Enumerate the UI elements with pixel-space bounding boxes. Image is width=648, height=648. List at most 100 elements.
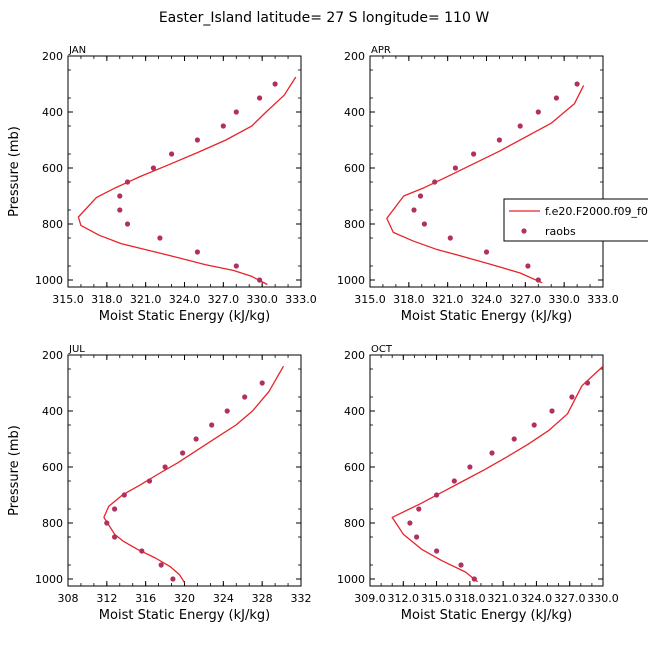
raobs-point xyxy=(146,478,153,484)
raobs-point xyxy=(421,221,427,227)
raobs-point xyxy=(259,380,265,386)
raobs-point xyxy=(517,123,523,129)
x-axis-label: Moist Static Energy (kJ/kg) xyxy=(401,608,572,623)
raobs-point xyxy=(483,249,490,255)
legend: f.e20.F2000.f09_f09.cam6_sl_2raobs xyxy=(503,198,648,242)
raobs-point xyxy=(194,249,200,255)
raobs-point xyxy=(117,207,123,213)
x-tick-label: 320 xyxy=(174,592,195,605)
x-tick-label: 324.0 xyxy=(471,293,503,306)
raobs-point xyxy=(451,478,457,484)
x-tick-label: 332 xyxy=(291,592,312,605)
legend-model-label: f.e20.F2000.f09_f09.cam6_sl_2 xyxy=(545,205,648,218)
raobs-point xyxy=(162,464,168,470)
legend-obs-label: raobs xyxy=(545,225,576,238)
panel-jul: JUL 308 312 316 320 324 328 332 200 400 600 800 1000… xyxy=(7,344,312,623)
raobs-point xyxy=(416,506,422,512)
raobs-point xyxy=(117,193,123,199)
x-tick-label: 330.0 xyxy=(548,293,580,306)
raobs-point xyxy=(209,422,215,428)
y-tick-label: 600 xyxy=(344,461,365,474)
x-tick-label: 321.0 xyxy=(130,293,162,306)
y-tick-label: 400 xyxy=(344,106,365,119)
raobs-point xyxy=(194,137,200,143)
y-tick-label: 600 xyxy=(42,461,63,474)
x-tick-label: 321.0 xyxy=(487,592,519,605)
raobs-point xyxy=(233,263,239,269)
raobs-point xyxy=(434,548,440,554)
y-tick-label: 600 xyxy=(344,162,365,175)
raobs-point xyxy=(233,109,239,115)
y-tick-label: 200 xyxy=(344,50,365,63)
y-axis-label: Pressure (mb) xyxy=(7,126,22,217)
y-axis-label: Pressure (mb) xyxy=(7,425,22,516)
raobs-point xyxy=(549,408,555,414)
y-tick-label: 400 xyxy=(344,405,365,418)
x-axis-label: Moist Static Energy (kJ/kg) xyxy=(99,309,270,324)
x-tick-label: 315.0 xyxy=(354,293,386,306)
raobs-point xyxy=(496,137,502,143)
x-axis-label: Moist Static Energy (kJ/kg) xyxy=(401,309,572,324)
raobs-point xyxy=(434,492,440,498)
raobs-point xyxy=(432,179,438,185)
raobs-point xyxy=(193,436,199,442)
y-tick-label: 200 xyxy=(42,50,63,63)
raobs-point xyxy=(112,506,118,512)
y-tick-label: 600 xyxy=(42,162,63,175)
x-tick-label: 312 xyxy=(96,592,117,605)
raobs-point xyxy=(535,109,541,115)
y-tick-label: 800 xyxy=(42,218,63,231)
panel-label: APR xyxy=(371,45,391,56)
x-tick-label: 327.0 xyxy=(208,293,240,306)
x-tick-label: 321.0 xyxy=(432,293,464,306)
raobs-point xyxy=(414,534,420,540)
raobs-point xyxy=(121,492,127,498)
y-tick-label: 1000 xyxy=(35,573,63,586)
y-tick-label: 400 xyxy=(42,405,63,418)
series-group xyxy=(386,81,585,284)
raobs-point xyxy=(104,520,110,526)
series-group xyxy=(103,365,285,583)
panel-label: JAN xyxy=(68,45,86,56)
y-tick-label: 200 xyxy=(42,349,63,362)
x-tick-label: 324.0 xyxy=(521,592,553,605)
raobs-point xyxy=(169,151,175,157)
raobs-point xyxy=(467,464,473,470)
raobs-point xyxy=(170,576,176,582)
raobs-point xyxy=(242,394,248,400)
raobs-point xyxy=(407,520,413,526)
raobs-point xyxy=(553,95,560,101)
x-tick-label: 327.0 xyxy=(510,293,542,306)
model-profile-line xyxy=(386,85,585,284)
raobs-point xyxy=(584,380,591,386)
x-tick-label: 316 xyxy=(135,592,156,605)
raobs-point xyxy=(525,263,531,269)
model-profile-line xyxy=(77,76,297,286)
x-tick-label: 312.0 xyxy=(388,592,420,605)
raobs-point xyxy=(489,450,495,456)
raobs-point xyxy=(112,534,118,540)
raobs-point xyxy=(447,235,453,241)
y-tick-label: 400 xyxy=(42,106,63,119)
x-tick-label: 318.0 xyxy=(393,293,425,306)
raobs-point xyxy=(257,95,263,101)
raobs-point xyxy=(535,277,541,283)
raobs-point xyxy=(471,576,477,582)
raobs-point xyxy=(458,562,464,568)
panel-jan: JAN 315.0 318.0 321.0 324.0 327.0 330.0 333.0 20… xyxy=(7,45,317,324)
y-tick-label: 1000 xyxy=(337,573,365,586)
raobs-point xyxy=(569,394,575,400)
x-tick-label: 327.0 xyxy=(554,592,586,605)
raobs-point xyxy=(139,548,145,554)
y-tick-label: 800 xyxy=(344,218,365,231)
figure-title: Easter_Island latitude= 27 S longitude= … xyxy=(159,10,489,26)
x-tick-label: 324.0 xyxy=(169,293,201,306)
x-tick-label: 328 xyxy=(252,592,273,605)
y-tick-label: 200 xyxy=(344,349,365,362)
x-tick-label: 309.0 xyxy=(354,592,386,605)
x-tick-label: 330.0 xyxy=(587,592,619,605)
y-tick-label: 800 xyxy=(344,517,365,530)
x-tick-label: 333.0 xyxy=(587,293,619,306)
raobs-point xyxy=(124,221,131,227)
